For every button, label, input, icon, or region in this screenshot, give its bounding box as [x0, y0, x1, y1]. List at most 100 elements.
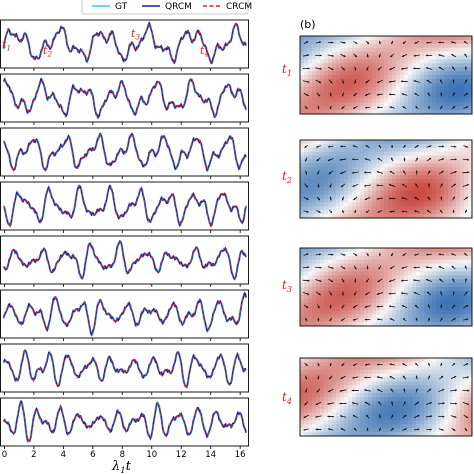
field-cell: [456, 151, 461, 156]
field-cell: [344, 110, 349, 115]
field-cell: [340, 202, 345, 207]
field-cell: [344, 82, 349, 88]
field-cell: [424, 404, 429, 410]
field-cell: [404, 267, 409, 272]
field-cell: [312, 294, 317, 300]
field-cell: [356, 59, 361, 64]
field-cell: [412, 404, 417, 410]
field-cell: [384, 94, 389, 99]
velocity-arrowhead: [305, 377, 308, 380]
field-cell: [408, 369, 413, 374]
field-cell: [332, 51, 337, 56]
field-cell: [444, 36, 449, 41]
velocity-arrowhead: [365, 145, 368, 148]
field-cell: [420, 294, 425, 300]
field-cell: [336, 385, 341, 390]
velocity-arrowhead: [403, 388, 406, 391]
field-cell: [352, 175, 357, 180]
snapshot-frame: [299, 247, 473, 327]
field-cell: [428, 63, 433, 68]
field-cell: [468, 94, 473, 99]
field-cell: [368, 106, 373, 111]
field-cell: [388, 140, 393, 145]
field-cell: [372, 408, 377, 413]
velocity-arrowhead: [307, 67, 310, 70]
field-cell: [316, 385, 321, 390]
field-cell: [428, 140, 433, 145]
field-cell: [392, 314, 397, 319]
field-cell: [372, 275, 377, 280]
field-cell: [424, 381, 429, 386]
field-cell: [324, 358, 329, 363]
field-cell: [352, 393, 357, 398]
field-cell: [392, 39, 397, 45]
field-cell: [396, 393, 401, 398]
field-cell: [332, 194, 337, 199]
field-cell: [312, 322, 317, 327]
field-cell: [440, 412, 445, 417]
velocity-arrowhead: [465, 145, 469, 148]
field-cell: [424, 432, 429, 437]
field-cell: [376, 163, 381, 168]
x-tick-label: 4: [61, 450, 66, 460]
field-cell: [376, 194, 381, 199]
field-cell: [400, 255, 405, 261]
field-cell: [412, 369, 417, 374]
field-cell: [452, 389, 457, 394]
field-cell: [328, 283, 333, 288]
velocity-arrowhead: [427, 210, 430, 213]
field-cell: [316, 94, 321, 99]
field-cell: [400, 106, 405, 111]
field-cell: [392, 416, 397, 421]
field-cell: [444, 365, 449, 371]
field-cell: [464, 190, 469, 195]
velocity-arrowhead: [364, 389, 367, 392]
field-cell: [428, 255, 433, 261]
field-cell: [360, 47, 365, 52]
field-cell: [368, 63, 373, 68]
field-cell: [460, 43, 465, 49]
field-cell: [432, 39, 437, 45]
velocity-arrowhead: [426, 41, 429, 44]
field-cell: [456, 167, 461, 172]
field-cell: [380, 36, 385, 41]
field-cell: [332, 251, 337, 257]
field-cell: [356, 82, 361, 88]
field-cell: [388, 373, 393, 378]
field-cell: [360, 314, 365, 319]
field-cell: [404, 194, 409, 199]
velocity-arrowhead: [376, 292, 379, 295]
field-cell: [432, 214, 437, 219]
field-cell: [452, 318, 457, 323]
field-cell: [464, 206, 469, 211]
velocity-arrowhead: [454, 376, 457, 379]
field-cell: [468, 259, 473, 264]
field-cell: [340, 198, 345, 203]
field-cell: [384, 381, 389, 386]
field-cell: [384, 140, 389, 145]
field-cell: [312, 361, 317, 367]
field-cell: [440, 302, 445, 307]
field-cell: [300, 155, 305, 160]
field-cell: [340, 397, 345, 402]
field-cell: [460, 271, 465, 276]
field-cell: [312, 283, 317, 288]
field-cell: [352, 82, 357, 88]
field-cell: [396, 210, 401, 215]
field-cell: [452, 71, 457, 76]
field-cell: [432, 71, 437, 76]
field-cell: [300, 202, 305, 207]
field-cell: [436, 361, 441, 367]
field-cell: [452, 306, 457, 311]
field-cell: [352, 67, 357, 72]
velocity-arrowhead: [391, 144, 394, 147]
field-cell: [372, 194, 377, 199]
field-cell: [320, 416, 325, 421]
field-cell: [408, 279, 413, 284]
field-cell: [444, 140, 449, 145]
field-cell: [396, 428, 401, 433]
field-cell: [356, 283, 361, 288]
field-cell: [328, 385, 333, 390]
field-cell: [424, 147, 429, 153]
field-cell: [360, 287, 365, 292]
